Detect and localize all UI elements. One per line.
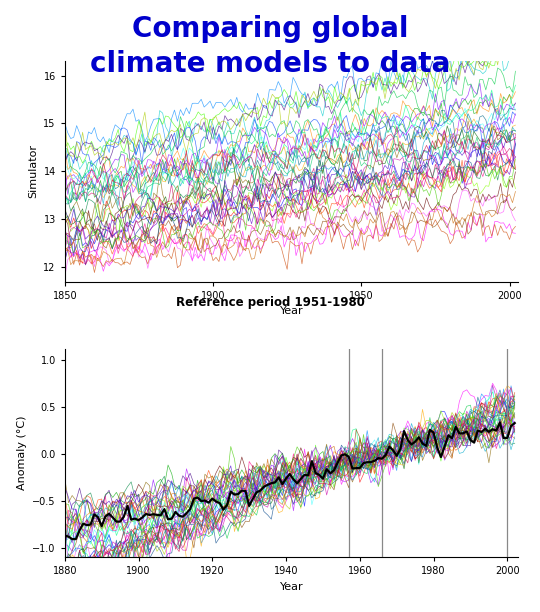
Y-axis label: Anomaly (°C): Anomaly (°C) bbox=[17, 416, 26, 490]
X-axis label: Year: Year bbox=[280, 581, 303, 592]
Text: Comparing global
climate models to data: Comparing global climate models to data bbox=[90, 15, 450, 78]
X-axis label: Year: Year bbox=[280, 306, 303, 316]
Y-axis label: Simulator: Simulator bbox=[28, 144, 38, 198]
Text: Reference period 1951-1980: Reference period 1951-1980 bbox=[176, 296, 364, 310]
